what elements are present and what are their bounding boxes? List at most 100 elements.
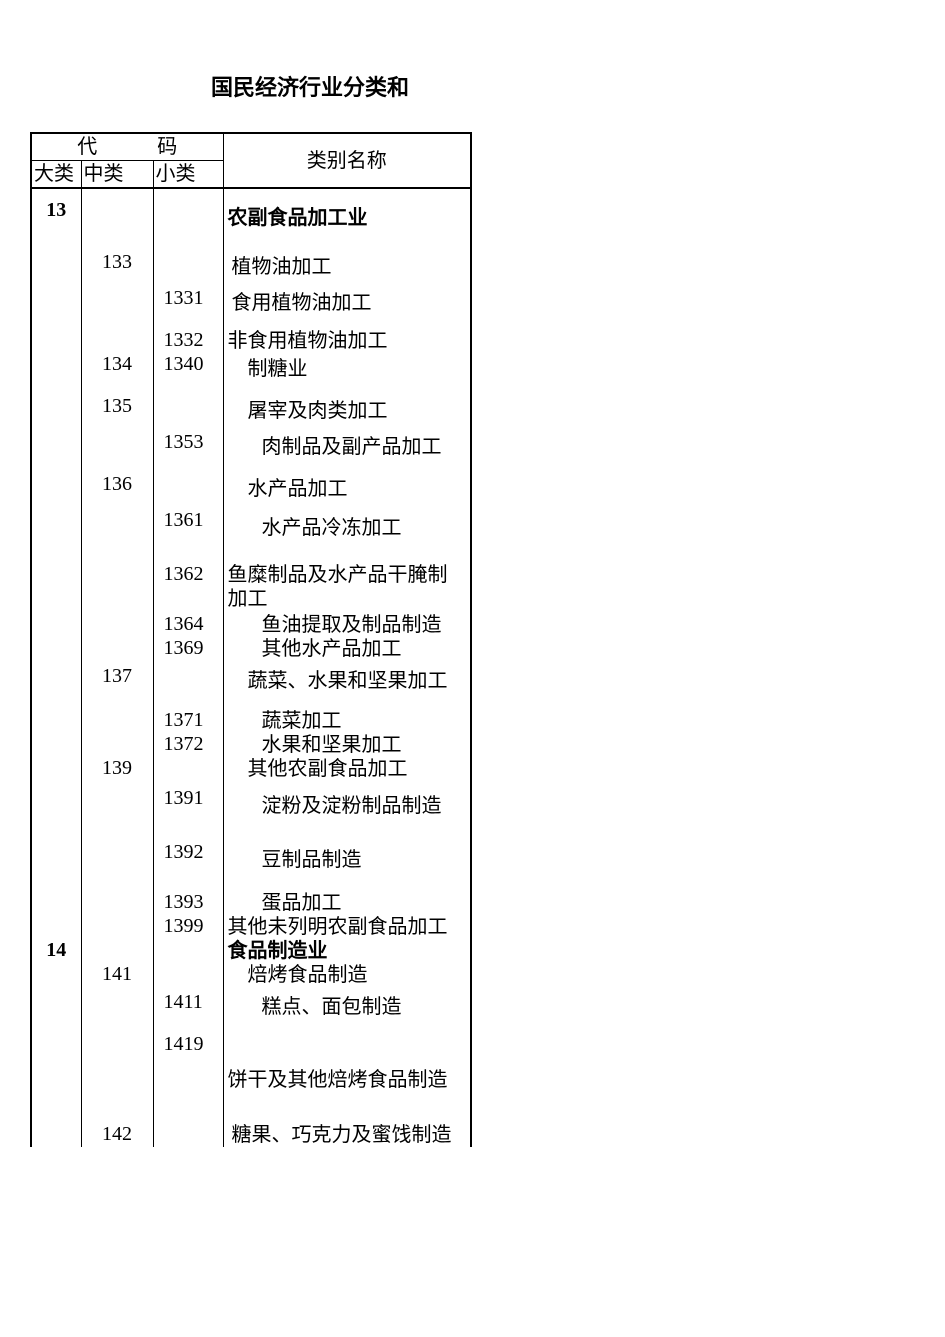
cell-zhong xyxy=(81,709,153,733)
classification-table: 代 码 类别名称 大类 中类 小类 13农副食品加工业133植物油加工1331食… xyxy=(30,132,472,1147)
cell-zhong: 141 xyxy=(81,963,153,987)
cell-zhong: 137 xyxy=(81,661,153,709)
cell-zhong xyxy=(81,841,153,891)
cell-zhong xyxy=(81,733,153,757)
cell-zhong xyxy=(81,563,153,613)
cell-da xyxy=(31,637,81,661)
cell-name: 糕点、面包制造 xyxy=(223,987,471,1033)
cell-name: 其他农副食品加工 xyxy=(223,757,471,781)
cell-da: 13 xyxy=(31,188,81,251)
cell-xiao: 1391 xyxy=(153,781,223,841)
cell-name: 制糖业 xyxy=(223,353,471,395)
header-da: 大类 xyxy=(31,161,81,189)
cell-zhong xyxy=(81,781,153,841)
cell-name: 蛋品加工 xyxy=(223,891,471,915)
cell-zhong: 136 xyxy=(81,473,153,505)
table-row: 1372水果和坚果加工 xyxy=(31,733,471,757)
table-row: 1353肉制品及副产品加工 xyxy=(31,427,471,473)
cell-da xyxy=(31,251,81,283)
cell-da xyxy=(31,661,81,709)
cell-da xyxy=(31,915,81,939)
table-row: 1393蛋品加工 xyxy=(31,891,471,915)
cell-da xyxy=(31,473,81,505)
cell-da xyxy=(31,963,81,987)
cell-name: 食用植物油加工 xyxy=(223,283,471,329)
table-row: 1362鱼糜制品及水产品干腌制加工 xyxy=(31,563,471,613)
cell-zhong: 133 xyxy=(81,251,153,283)
cell-da xyxy=(31,757,81,781)
cell-name: 肉制品及副产品加工 xyxy=(223,427,471,473)
table-row: 136水产品加工 xyxy=(31,473,471,505)
cell-xiao: 1371 xyxy=(153,709,223,733)
cell-da xyxy=(31,1123,81,1147)
cell-name: 淀粉及淀粉制品制造 xyxy=(223,781,471,841)
cell-da xyxy=(31,353,81,395)
cell-xiao xyxy=(153,1123,223,1147)
cell-da xyxy=(31,891,81,915)
cell-zhong xyxy=(81,915,153,939)
cell-name: 豆制品制造 xyxy=(223,841,471,891)
table-row: 1341340制糖业 xyxy=(31,353,471,395)
cell-da xyxy=(31,781,81,841)
cell-zhong: 142 xyxy=(81,1123,153,1147)
cell-zhong xyxy=(81,283,153,329)
cell-xiao: 1364 xyxy=(153,613,223,637)
cell-name: 食品制造业 xyxy=(223,939,471,963)
table-row: 142 糖果、巧克力及蜜饯制造 xyxy=(31,1123,471,1147)
table-row: 1361水产品冷冻加工 xyxy=(31,505,471,563)
cell-xiao xyxy=(153,473,223,505)
cell-name: 水果和坚果加工 xyxy=(223,733,471,757)
cell-name: 其他水产品加工 xyxy=(223,637,471,661)
cell-xiao xyxy=(153,395,223,427)
cell-da xyxy=(31,427,81,473)
cell-xiao xyxy=(153,661,223,709)
cell-xiao: 1369 xyxy=(153,637,223,661)
cell-da xyxy=(31,613,81,637)
table-row: 1364鱼油提取及制品制造 xyxy=(31,613,471,637)
cell-xiao: 1372 xyxy=(153,733,223,757)
cell-zhong xyxy=(81,505,153,563)
cell-xiao: 1361 xyxy=(153,505,223,563)
cell-name: 糖果、巧克力及蜜饯制造 xyxy=(223,1123,471,1147)
cell-xiao: 1340 xyxy=(153,353,223,395)
cell-zhong xyxy=(81,987,153,1033)
table-row: 137 蔬菜、水果和坚果加工 xyxy=(31,661,471,709)
cell-name: 蔬菜、水果和坚果加工 xyxy=(223,661,471,709)
cell-xiao: 1419 xyxy=(153,1033,223,1123)
cell-da xyxy=(31,841,81,891)
cell-zhong: 135 xyxy=(81,395,153,427)
table-row: 1332非食用植物油加工 xyxy=(31,329,471,353)
cell-name: 水产品冷冻加工 xyxy=(223,505,471,563)
cell-name: 非食用植物油加工 xyxy=(223,329,471,353)
cell-zhong xyxy=(81,1033,153,1123)
cell-name: 植物油加工 xyxy=(223,251,471,283)
table-row: 141 焙烤食品制造 xyxy=(31,963,471,987)
table-row: 1369其他水产品加工 xyxy=(31,637,471,661)
cell-name: 蔬菜加工 xyxy=(223,709,471,733)
cell-da xyxy=(31,329,81,353)
header-code-group: 代 码 xyxy=(31,133,223,161)
header-category-name: 类别名称 xyxy=(223,133,471,188)
cell-xiao xyxy=(153,251,223,283)
cell-name: 鱼油提取及制品制造 xyxy=(223,613,471,637)
cell-zhong xyxy=(81,329,153,353)
cell-xiao: 1411 xyxy=(153,987,223,1033)
table-row: 139其他农副食品加工 xyxy=(31,757,471,781)
cell-xiao xyxy=(153,963,223,987)
cell-da xyxy=(31,505,81,563)
table-row: 1392豆制品制造 xyxy=(31,841,471,891)
cell-da xyxy=(31,563,81,613)
cell-xiao: 1331 xyxy=(153,283,223,329)
table-row: 13农副食品加工业 xyxy=(31,188,471,251)
cell-name: 饼干及其他焙烤食品制造 xyxy=(223,1033,471,1123)
cell-da xyxy=(31,709,81,733)
cell-name: 鱼糜制品及水产品干腌制加工 xyxy=(223,563,471,613)
table-row: 1331食用植物油加工 xyxy=(31,283,471,329)
cell-xiao: 1393 xyxy=(153,891,223,915)
cell-name: 焙烤食品制造 xyxy=(223,963,471,987)
table-header: 代 码 类别名称 大类 中类 小类 xyxy=(31,133,471,188)
cell-da xyxy=(31,283,81,329)
cell-name: 屠宰及肉类加工 xyxy=(223,395,471,427)
table-row: 1419饼干及其他焙烤食品制造 xyxy=(31,1033,471,1123)
cell-xiao: 1362 xyxy=(153,563,223,613)
